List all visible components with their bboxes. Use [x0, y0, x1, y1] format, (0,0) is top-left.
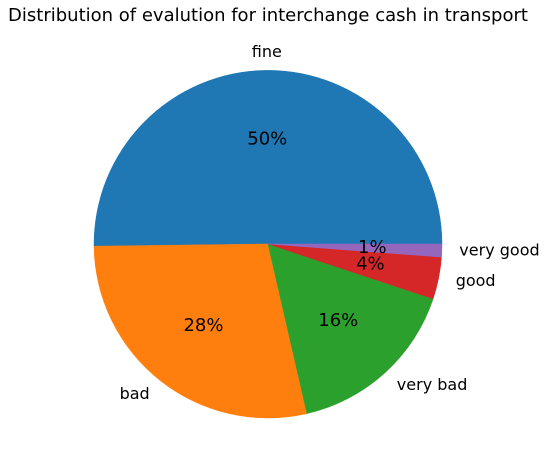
percent-labels: 50% 28% 16% 4%1%	[183, 129, 386, 337]
category-label-good: good	[456, 271, 496, 290]
percent-label-bad: 28%	[183, 315, 223, 336]
category-labels: fine bad very bad good very good	[120, 42, 540, 403]
category-label-very-bad: very bad	[397, 375, 468, 394]
category-label-very-good: very good	[459, 241, 539, 260]
pie-slices	[93, 70, 443, 419]
pie-slice-very-bad	[267, 243, 434, 414]
pie-slice-fine	[93, 70, 443, 247]
category-label-bad: bad	[120, 384, 150, 403]
percent-label-very-bad: 16%	[318, 310, 358, 331]
pie-slice-very-good	[267, 243, 443, 258]
pie-slice-bad	[93, 243, 308, 419]
category-label-fine: fine	[252, 42, 282, 61]
percent-label-very-good: 1%	[358, 237, 387, 258]
percent-label-fine: 50%	[247, 129, 287, 150]
percent-label-good: 4%	[356, 254, 385, 275]
chart-title: Distribution of evalution for interchang…	[8, 5, 528, 26]
